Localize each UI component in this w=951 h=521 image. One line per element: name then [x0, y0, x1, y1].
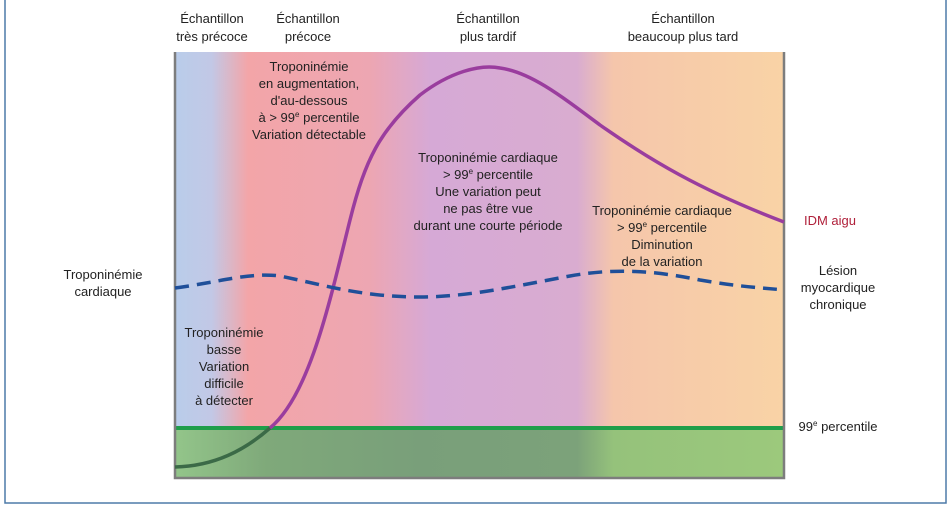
frame — [4, 0, 947, 504]
column-header: précoce — [285, 29, 331, 44]
column-header: Échantillon — [651, 11, 715, 26]
column-header: Échantillon — [276, 11, 340, 26]
annotation: Troponinémie cardiaque — [418, 150, 558, 165]
annotation: de la variation — [622, 254, 703, 269]
annotation: Diminution — [631, 237, 692, 252]
annotation: ne pas être vue — [443, 201, 533, 216]
column-header: beaucoup plus tard — [628, 29, 739, 44]
chronic-label: Lésion — [819, 263, 857, 278]
threshold-label: 99e percentile — [799, 419, 878, 434]
chronic-curve — [174, 269, 785, 299]
annotation: à détecter — [195, 393, 253, 408]
y-label: Troponinémie — [63, 267, 142, 282]
column-header: Échantillon — [456, 11, 520, 26]
annotation: difficile — [204, 376, 244, 391]
acute-label: IDM aigu — [804, 213, 856, 228]
annotation: Variation — [199, 359, 249, 374]
column-header: plus tardif — [460, 29, 517, 44]
chronic-label: myocardique — [801, 280, 875, 295]
annotation: > 99e percentile — [617, 220, 707, 235]
y-label: cardiaque — [74, 284, 131, 299]
annotation: en augmentation, — [259, 76, 359, 91]
plot-background — [175, 52, 784, 478]
plot-frame — [173, 52, 786, 480]
annotation: à > 99e percentile — [259, 110, 360, 125]
chronic-label: chronique — [809, 297, 866, 312]
annotation: > 99e percentile — [443, 167, 533, 182]
annotation: Troponinémie — [269, 59, 348, 74]
low-curve — [174, 426, 272, 469]
annotation: Troponinémie — [184, 325, 263, 340]
annotation: Troponinémie cardiaque — [592, 203, 732, 218]
annotation: basse — [207, 342, 242, 357]
annotation: durant une courte période — [414, 218, 563, 233]
column-header: Échantillon — [180, 11, 244, 26]
annotation: Variation détectable — [252, 127, 366, 142]
column-header: très précoce — [176, 29, 248, 44]
normal-band — [175, 428, 784, 478]
annotation: d'au-dessous — [271, 93, 348, 108]
annotation: Une variation peut — [435, 184, 541, 199]
